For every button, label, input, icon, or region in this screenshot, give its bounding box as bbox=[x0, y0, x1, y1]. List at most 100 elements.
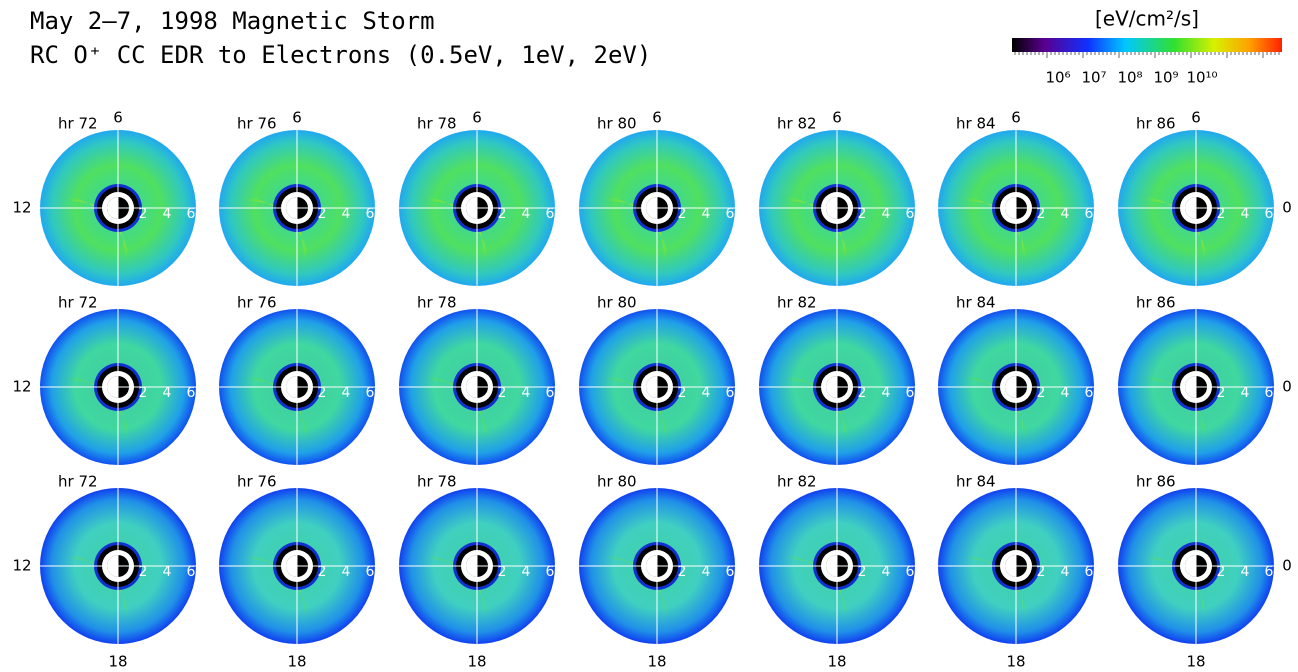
panel-label: hr 76 bbox=[237, 294, 277, 312]
colorbar-tick-label: 10¹⁰ bbox=[1186, 69, 1217, 87]
radial-label: 4 bbox=[1061, 385, 1070, 401]
panel-label: hr 76 bbox=[237, 115, 277, 133]
radial-label: 4 bbox=[702, 564, 711, 580]
panel-label: hr 78 bbox=[417, 473, 457, 491]
panel-label: hr 80 bbox=[597, 115, 637, 133]
bottom-label: 18 bbox=[287, 653, 306, 671]
radial-label: 4 bbox=[1241, 385, 1250, 401]
colorbar-tick-label: 10⁶ bbox=[1045, 69, 1070, 87]
panel-label: hr 72 bbox=[58, 473, 98, 491]
top-label: 6 bbox=[652, 109, 662, 127]
radial-label: 4 bbox=[882, 206, 891, 222]
radial-label: 6 bbox=[187, 564, 196, 580]
radial-label: 6 bbox=[366, 564, 375, 580]
colorbar-label: [eV/cm²/s] bbox=[1095, 7, 1199, 31]
radial-label: 6 bbox=[1085, 385, 1094, 401]
panel-label: hr 72 bbox=[58, 115, 98, 133]
top-label: 6 bbox=[113, 109, 123, 127]
radial-label: 6 bbox=[906, 385, 915, 401]
radial-label: 6 bbox=[366, 206, 375, 222]
panel-label: hr 76 bbox=[237, 473, 277, 491]
bottom-label: 18 bbox=[1186, 653, 1205, 671]
radial-label: 2 bbox=[498, 206, 507, 222]
panel-label: hr 84 bbox=[956, 115, 996, 133]
radial-label: 4 bbox=[1241, 206, 1250, 222]
radial-label: 6 bbox=[726, 385, 735, 401]
panel-label: hr 82 bbox=[777, 294, 817, 312]
radial-label: 4 bbox=[522, 385, 531, 401]
panel-label: hr 80 bbox=[597, 294, 637, 312]
colorbar-tick-label: 10⁸ bbox=[1117, 69, 1142, 87]
radial-label: 2 bbox=[498, 564, 507, 580]
radial-label: 6 bbox=[1085, 206, 1094, 222]
radial-label: 6 bbox=[906, 564, 915, 580]
colorbar-tick-label: 10⁷ bbox=[1081, 69, 1106, 87]
radial-label: 2 bbox=[858, 564, 867, 580]
radial-label: 4 bbox=[342, 206, 351, 222]
panel-label: hr 86 bbox=[1136, 294, 1176, 312]
panel-label: hr 82 bbox=[777, 115, 817, 133]
bottom-label: 18 bbox=[827, 653, 846, 671]
radial-label: 2 bbox=[1037, 385, 1046, 401]
panel-label: hr 78 bbox=[417, 115, 457, 133]
radial-label: 2 bbox=[678, 206, 687, 222]
radial-label: 2 bbox=[1217, 564, 1226, 580]
radial-label: 4 bbox=[882, 385, 891, 401]
radial-label: 2 bbox=[678, 385, 687, 401]
radial-label: 6 bbox=[1085, 564, 1094, 580]
radial-label: 2 bbox=[1037, 564, 1046, 580]
radial-label: 4 bbox=[882, 564, 891, 580]
right-label: 0 bbox=[1282, 199, 1292, 217]
top-label: 6 bbox=[832, 109, 842, 127]
title: May 2–7, 1998 Magnetic Storm bbox=[30, 7, 435, 35]
radial-label: 6 bbox=[546, 206, 555, 222]
bottom-label: 18 bbox=[108, 653, 127, 671]
radial-label: 4 bbox=[522, 564, 531, 580]
radial-label: 2 bbox=[318, 564, 327, 580]
left-label: 12 bbox=[12, 199, 31, 217]
panel-label: hr 84 bbox=[956, 294, 996, 312]
radial-label: 2 bbox=[318, 206, 327, 222]
radial-label: 2 bbox=[318, 385, 327, 401]
radial-label: 6 bbox=[187, 385, 196, 401]
panel-label: hr 86 bbox=[1136, 473, 1176, 491]
radial-label: 4 bbox=[702, 206, 711, 222]
top-label: 6 bbox=[1011, 109, 1021, 127]
radial-label: 2 bbox=[678, 564, 687, 580]
radial-label: 6 bbox=[546, 564, 555, 580]
panel-label: hr 72 bbox=[58, 294, 98, 312]
bottom-label: 18 bbox=[647, 653, 666, 671]
radial-label: 6 bbox=[726, 206, 735, 222]
panel-label: hr 78 bbox=[417, 294, 457, 312]
radial-label: 6 bbox=[366, 385, 375, 401]
radial-label: 4 bbox=[342, 564, 351, 580]
bottom-label: 18 bbox=[467, 653, 486, 671]
radial-label: 4 bbox=[1061, 564, 1070, 580]
panel-label: hr 82 bbox=[777, 473, 817, 491]
radial-label: 2 bbox=[1217, 385, 1226, 401]
radial-label: 6 bbox=[1265, 385, 1274, 401]
radial-label: 6 bbox=[726, 564, 735, 580]
left-label: 12 bbox=[12, 557, 31, 575]
radial-label: 6 bbox=[906, 206, 915, 222]
colorbar bbox=[1012, 38, 1282, 52]
radial-label: 6 bbox=[1265, 206, 1274, 222]
radial-label: 6 bbox=[1265, 564, 1274, 580]
colorbar-tick-label: 10⁹ bbox=[1153, 69, 1178, 87]
radial-label: 2 bbox=[139, 206, 148, 222]
radial-label: 2 bbox=[498, 385, 507, 401]
radial-label: 4 bbox=[1061, 206, 1070, 222]
radial-label: 4 bbox=[522, 206, 531, 222]
radial-label: 4 bbox=[163, 385, 172, 401]
top-label: 6 bbox=[1191, 109, 1201, 127]
panel-label: hr 80 bbox=[597, 473, 637, 491]
top-label: 6 bbox=[472, 109, 482, 127]
radial-label: 2 bbox=[1037, 206, 1046, 222]
radial-label: 2 bbox=[139, 385, 148, 401]
radial-label: 4 bbox=[702, 385, 711, 401]
radial-label: 2 bbox=[858, 385, 867, 401]
bottom-label: 18 bbox=[1006, 653, 1025, 671]
right-label: 0 bbox=[1282, 557, 1292, 575]
right-label: 0 bbox=[1282, 378, 1292, 396]
